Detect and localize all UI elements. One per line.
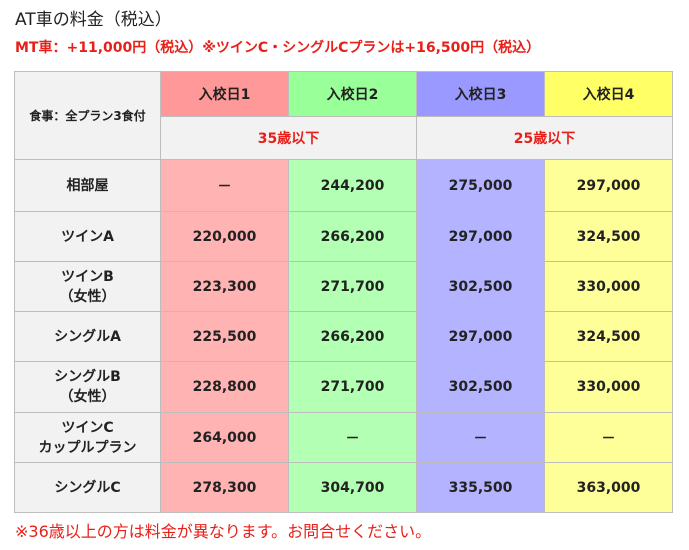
page-title: AT車の料金（税込） <box>15 10 172 30</box>
price-cell: 220,000 <box>160 211 289 262</box>
room-type-label: ツインA <box>14 211 161 262</box>
date-header-row: 食事：全プラン3食付 入校日1 入校日2 入校日3 入校日4 <box>14 71 673 160</box>
age-group-35-under: 35歳以下 <box>160 116 417 160</box>
price-cell: 244,200 <box>288 159 417 212</box>
room-type-note: カップルプラン <box>38 439 137 456</box>
price-cell: 297,000 <box>544 159 673 212</box>
price-cell: 275,000 <box>416 159 545 212</box>
price-cell: － <box>544 412 673 463</box>
room-type-label: シングルC <box>14 462 161 513</box>
price-cell: 271,700 <box>288 361 417 413</box>
price-cell: 225,500 <box>160 311 289 362</box>
age-group-25-under: 25歳以下 <box>416 116 673 160</box>
price-row: シングルA 225,500 266,200 297,000 324,500 <box>14 311 673 362</box>
room-type-label: ツインC カップルプラン <box>14 412 161 463</box>
meal-info-label: 食事：全プラン3食付 <box>14 71 161 160</box>
date-header-4: 入校日4 <box>544 71 673 117</box>
mt-surcharge-notice: MT車：+11,000円（税込）※ツインC・シングルCプランは+16,500円（… <box>15 40 541 56</box>
price-cell: 330,000 <box>544 361 673 413</box>
price-cell: 324,500 <box>544 211 673 262</box>
price-table: 食事：全プラン3食付 入校日1 入校日2 入校日3 入校日4 35歳以下 25歳… <box>14 71 673 513</box>
price-row: シングルB （女性） 228,800 271,700 302,500 330,000 <box>14 361 673 413</box>
date-header-3: 入校日3 <box>416 71 545 117</box>
price-cell: 278,300 <box>160 462 289 513</box>
price-cell: － <box>160 159 289 212</box>
room-type-label: 相部屋 <box>14 159 161 212</box>
price-cell: 271,700 <box>288 261 417 312</box>
room-type-name: シングルA <box>54 328 121 345</box>
date-header-1: 入校日1 <box>160 71 289 117</box>
room-type-note: （女性） <box>59 389 116 405</box>
price-row: シングルC 278,300 304,700 335,500 363,000 <box>14 462 673 513</box>
room-type-name: ツインB <box>61 268 114 285</box>
price-cell: 264,000 <box>160 412 289 463</box>
price-cell: 223,300 <box>160 261 289 312</box>
price-cell: 228,800 <box>160 361 289 413</box>
price-cell: － <box>288 412 417 463</box>
price-row: ツインB （女性） 223,300 271,700 302,500 330,000 <box>14 261 673 312</box>
room-type-label: シングルA <box>14 311 161 362</box>
price-cell: 302,500 <box>416 361 545 413</box>
room-type-label: シングルB （女性） <box>14 361 161 413</box>
room-type-name: 相部屋 <box>66 177 109 194</box>
price-cell: 297,000 <box>416 311 545 362</box>
price-cell: 304,700 <box>288 462 417 513</box>
price-table-body: 相部屋－ 244,200 275,000 297,000 ツインA 220,000 266,… <box>14 159 673 513</box>
age-header-row: 35歳以下 25歳以下 <box>15 116 673 160</box>
price-cell: 266,200 <box>288 311 417 362</box>
age-footnote: ※36歳以上の方は料金が異なります。お問合せください。 <box>15 522 432 541</box>
price-cell: 335,500 <box>416 462 545 513</box>
price-cell: 297,000 <box>416 211 545 262</box>
room-type-note: （女性） <box>59 288 116 305</box>
price-cell: 302,500 <box>416 261 545 312</box>
price-row: ツインC カップルプラン 264,000 －－－ <box>14 412 673 463</box>
room-type-name: シングルB <box>54 369 121 385</box>
price-row: 相部屋 － 244,200 275,000 297,000 <box>14 159 673 212</box>
price-cell: 330,000 <box>544 261 673 312</box>
price-cell: － <box>416 412 545 463</box>
room-type-name: シングルC <box>54 479 121 496</box>
price-cell: 266,200 <box>288 211 417 262</box>
room-type-label: ツインB （女性） <box>14 261 161 312</box>
price-cell: 363,000 <box>544 462 673 513</box>
price-cell: 324,500 <box>544 311 673 362</box>
room-type-name: ツインC <box>61 419 114 436</box>
date-header-2: 入校日2 <box>288 71 417 117</box>
room-type-name: ツインA <box>61 228 114 245</box>
price-row: ツインA 220,000 266,200 297,000 324,500 <box>14 211 673 262</box>
